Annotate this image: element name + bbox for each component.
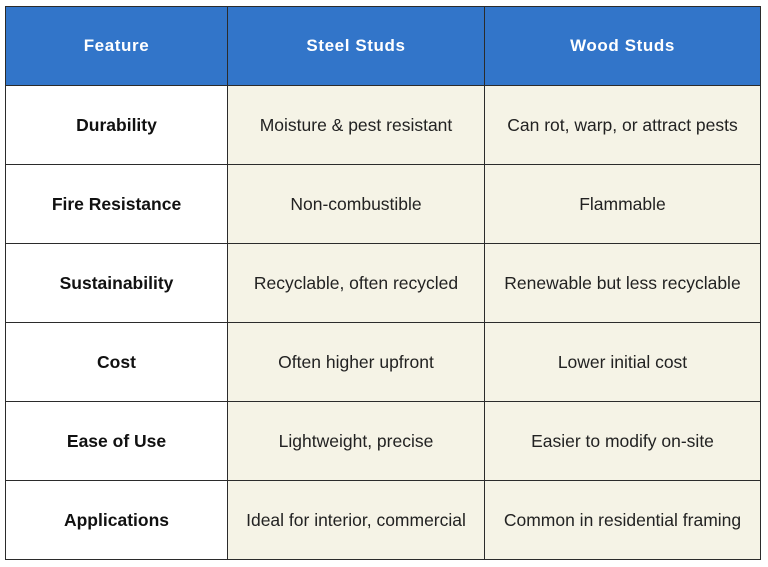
feature-cell: Sustainability bbox=[5, 243, 228, 323]
feature-cell: Cost bbox=[5, 322, 228, 402]
table-header-row: Feature Steel Studs Wood Studs bbox=[5, 6, 761, 86]
table-row: Sustainability Recyclable, often recycle… bbox=[5, 243, 761, 323]
wood-studs-cell: Lower initial cost bbox=[484, 322, 761, 402]
feature-cell: Durability bbox=[5, 85, 228, 165]
wood-studs-cell: Common in residential framing bbox=[484, 480, 761, 560]
steel-studs-cell: Lightweight, precise bbox=[227, 401, 485, 481]
steel-studs-cell: Non-combustible bbox=[227, 164, 485, 244]
table-row: Applications Ideal for interior, commerc… bbox=[5, 480, 761, 560]
feature-cell: Ease of Use bbox=[5, 401, 228, 481]
steel-studs-cell: Often higher upfront bbox=[227, 322, 485, 402]
steel-studs-cell: Moisture & pest resistant bbox=[227, 85, 485, 165]
steel-studs-cell: Ideal for interior, commercial bbox=[227, 480, 485, 560]
steel-studs-cell: Recyclable, often recycled bbox=[227, 243, 485, 323]
table-row: Cost Often higher upfront Lower initial … bbox=[5, 322, 761, 402]
feature-cell: Fire Resistance bbox=[5, 164, 228, 244]
wood-studs-cell: Can rot, warp, or attract pests bbox=[484, 85, 761, 165]
wood-studs-cell: Renewable but less recyclable bbox=[484, 243, 761, 323]
wood-studs-cell: Flammable bbox=[484, 164, 761, 244]
header-feature: Feature bbox=[5, 6, 228, 86]
table-row: Ease of Use Lightweight, precise Easier … bbox=[5, 401, 761, 481]
header-wood-studs: Wood Studs bbox=[484, 6, 761, 86]
feature-cell: Applications bbox=[5, 480, 228, 560]
wood-studs-cell: Easier to modify on-site bbox=[484, 401, 761, 481]
comparison-table: Feature Steel Studs Wood Studs Durabilit… bbox=[5, 6, 761, 560]
header-steel-studs: Steel Studs bbox=[227, 6, 485, 86]
table-row: Durability Moisture & pest resistant Can… bbox=[5, 85, 761, 165]
table-row: Fire Resistance Non-combustible Flammabl… bbox=[5, 164, 761, 244]
